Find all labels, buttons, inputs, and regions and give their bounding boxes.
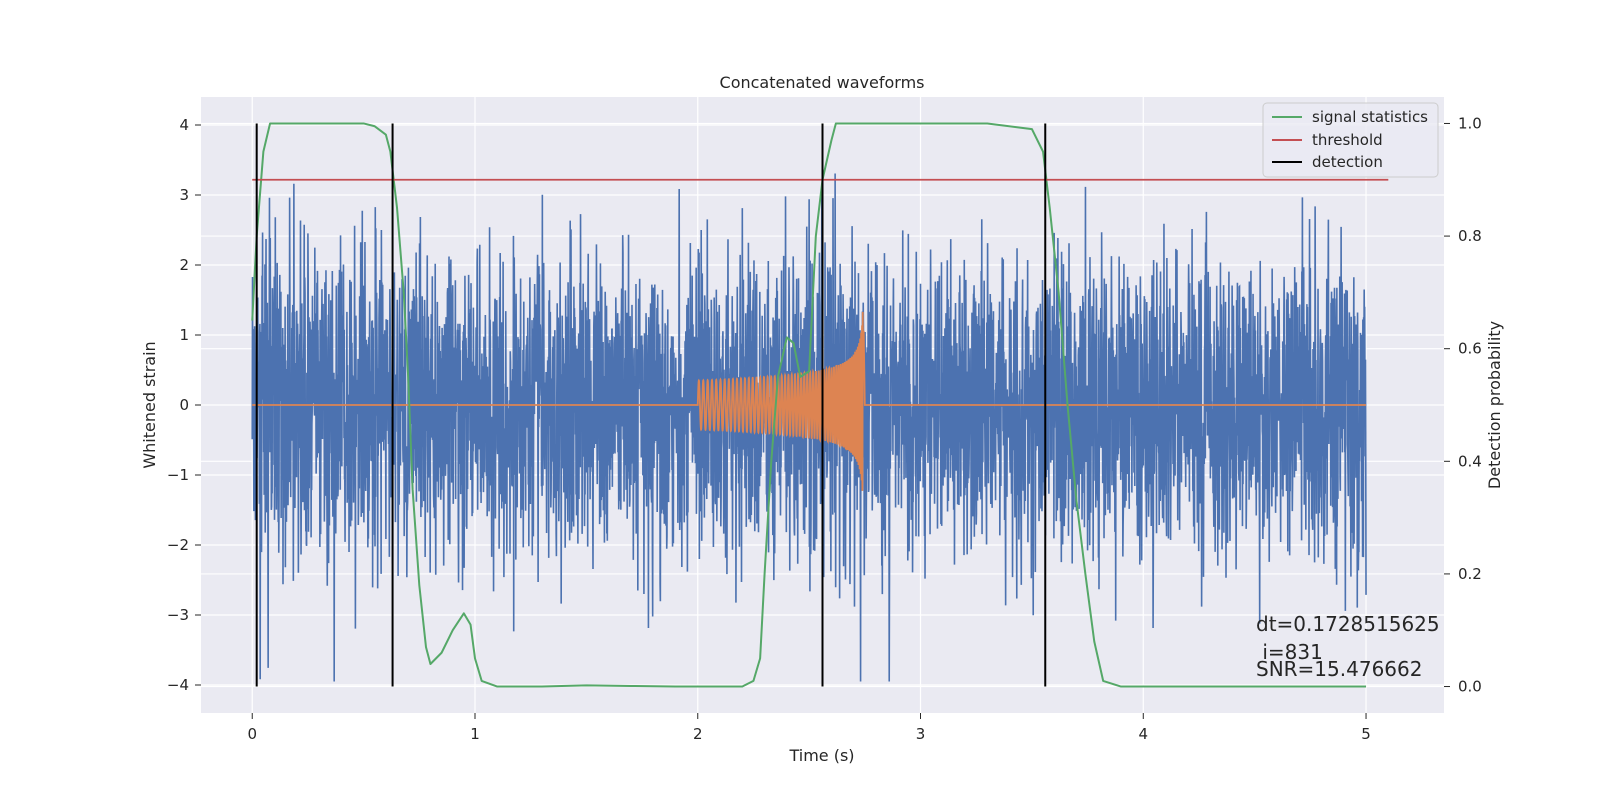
y-tick-label: −4 <box>167 676 189 694</box>
annotation-dt: dt=0.1728515625 <box>1256 612 1440 636</box>
noise-series-line <box>251 173 1367 682</box>
y2-tick-label: 1.0 <box>1458 114 1482 132</box>
y2-tick-label: 0.0 <box>1458 678 1482 696</box>
x-tick-label: 3 <box>916 725 926 743</box>
x-tick-label: 4 <box>1139 725 1149 743</box>
legend-label-detection: detection <box>1312 153 1383 171</box>
annotation-index: i=831 <box>1256 640 1323 664</box>
detection-lines <box>255 123 1047 687</box>
y-tick-label: 3 <box>179 186 189 204</box>
legend: signal statistics threshold detection <box>1262 102 1439 178</box>
y-tick-label: 1 <box>179 326 189 344</box>
chart-title: Concatenated waveforms <box>720 73 925 92</box>
y2-axis-ticks: 1.0 0.8 0.6 0.4 0.2 0.0 <box>1444 114 1482 696</box>
legend-label-threshold: threshold <box>1312 131 1383 149</box>
legend-box <box>1262 102 1439 178</box>
y2-tick-label: 0.6 <box>1458 340 1482 358</box>
y-tick-label: −1 <box>167 466 189 484</box>
annotation-snr: SNR=15.476662 <box>1256 657 1422 681</box>
x-tick-label: 1 <box>470 725 480 743</box>
y2-tick-label: 0.2 <box>1458 565 1482 583</box>
y-tick-label: 0 <box>179 396 189 414</box>
x-tick-label: 2 <box>693 725 703 743</box>
x-tick-label: 5 <box>1361 725 1371 743</box>
y2-tick-label: 0.8 <box>1458 227 1482 245</box>
chirp-series-line <box>252 311 1367 491</box>
y-axis-ticks: 4 3 2 1 0 −1 −2 −3 −4 <box>167 116 201 694</box>
y-tick-label: −2 <box>167 536 189 554</box>
y2-tick-label: 0.4 <box>1458 452 1482 470</box>
x-axis-ticks: 0 1 2 3 4 5 <box>247 713 1371 743</box>
x-axis-label: Time (s) <box>788 746 854 765</box>
y2-axis-label: Detection probability <box>1485 321 1504 489</box>
x-tick-label: 0 <box>247 725 257 743</box>
legend-label-signal-statistics: signal statistics <box>1312 108 1428 126</box>
signal-statistics-line <box>251 122 1367 688</box>
y-tick-label: 2 <box>179 256 189 274</box>
y-tick-label: −3 <box>167 606 189 624</box>
y-tick-label: 4 <box>179 116 189 134</box>
y-axis-label: Whitened strain <box>140 341 159 468</box>
